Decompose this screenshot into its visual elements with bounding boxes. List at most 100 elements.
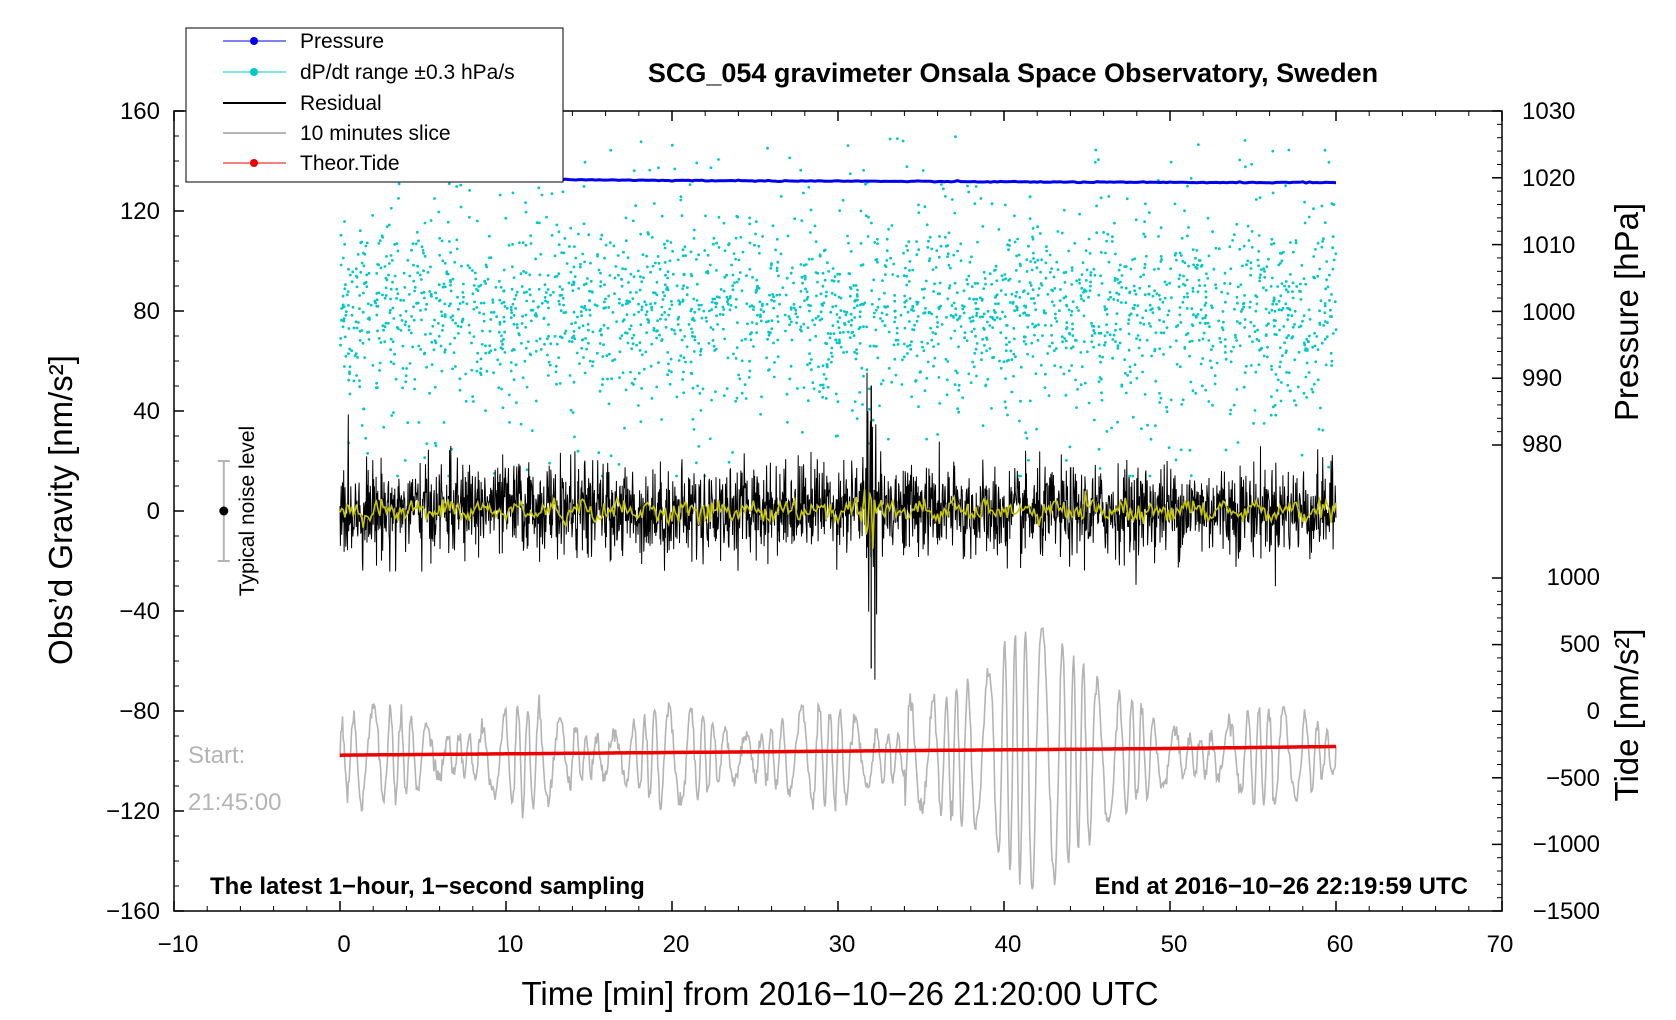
dpdt-point bbox=[562, 251, 566, 255]
dpdt-point bbox=[507, 393, 511, 397]
dpdt-point bbox=[688, 183, 692, 187]
dpdt-point bbox=[1274, 373, 1278, 376]
dpdt-point bbox=[796, 315, 799, 319]
dpdt-point bbox=[1280, 381, 1283, 384]
dpdt-point bbox=[819, 310, 823, 314]
dpdt-point bbox=[1278, 346, 1282, 350]
dpdt-point bbox=[1294, 403, 1298, 407]
dpdt-point bbox=[379, 266, 383, 270]
dpdt-point bbox=[825, 290, 828, 294]
dpdt-point bbox=[1124, 265, 1128, 268]
dpdt-point bbox=[737, 258, 741, 262]
dpdt-point bbox=[408, 293, 411, 296]
dpdt-point bbox=[737, 373, 740, 377]
dpdt-point bbox=[1093, 331, 1097, 335]
dpdt-point bbox=[607, 402, 611, 406]
dpdt-point bbox=[683, 335, 687, 338]
dpdt-point bbox=[683, 245, 687, 249]
dpdt-point bbox=[417, 239, 420, 243]
dpdt-point bbox=[1018, 296, 1022, 299]
dpdt-point bbox=[648, 168, 652, 172]
dpdt-point bbox=[672, 329, 676, 332]
dpdt-point bbox=[876, 242, 879, 246]
dpdt-point bbox=[528, 288, 531, 291]
dpdt-point bbox=[361, 341, 365, 345]
dpdt-point bbox=[734, 236, 738, 240]
dpdt-point bbox=[932, 290, 935, 293]
dpdt-point bbox=[695, 258, 698, 261]
dpdt-point bbox=[1153, 289, 1156, 293]
dpdt-point bbox=[1112, 298, 1116, 301]
dpdt-point bbox=[974, 185, 978, 188]
dpdt-point bbox=[1291, 281, 1295, 285]
dpdt-point bbox=[571, 289, 575, 292]
dpdt-point bbox=[1147, 211, 1151, 215]
dpdt-point bbox=[375, 381, 378, 385]
dpdt-point bbox=[1316, 348, 1320, 351]
dpdt-point bbox=[449, 251, 452, 254]
dpdt-point bbox=[680, 214, 684, 218]
dpdt-point bbox=[652, 202, 656, 205]
dpdt-point bbox=[430, 363, 434, 366]
dpdt-point bbox=[1106, 331, 1109, 334]
dpdt-point bbox=[1238, 247, 1242, 251]
dpdt-point bbox=[1296, 385, 1300, 389]
dpdt-point bbox=[756, 313, 759, 317]
dpdt-point bbox=[1070, 269, 1074, 272]
dpdt-point bbox=[1089, 284, 1092, 288]
dpdt-point bbox=[776, 320, 780, 323]
dpdt-point bbox=[953, 383, 957, 386]
dpdt-point bbox=[838, 340, 841, 344]
dpdt-point bbox=[405, 367, 408, 370]
dpdt-point bbox=[1307, 215, 1311, 219]
dpdt-point bbox=[962, 311, 966, 315]
dpdt-point bbox=[906, 249, 909, 252]
dpdt-point bbox=[1030, 268, 1034, 272]
dpdt-point bbox=[1186, 295, 1189, 299]
dpdt-point bbox=[1330, 293, 1333, 296]
dpdt-point bbox=[746, 322, 749, 326]
dpdt-point bbox=[448, 240, 451, 243]
dpdt-point bbox=[1054, 312, 1057, 316]
dpdt-point bbox=[365, 241, 369, 245]
dpdt-point bbox=[1073, 241, 1077, 245]
dpdt-point bbox=[1105, 239, 1108, 243]
dpdt-point bbox=[604, 297, 607, 301]
dpdt-point bbox=[667, 362, 670, 366]
dpdt-point bbox=[988, 347, 992, 350]
dpdt-point bbox=[1127, 322, 1130, 325]
dpdt-point bbox=[1230, 350, 1233, 353]
dpdt-point bbox=[1055, 320, 1059, 323]
dpdt-point bbox=[639, 420, 643, 423]
dpdt-point bbox=[413, 289, 416, 293]
dpdt-point bbox=[362, 291, 365, 295]
dpdt-point bbox=[1275, 333, 1278, 336]
dpdt-point bbox=[401, 344, 405, 348]
dpdt-point bbox=[1272, 296, 1276, 300]
dpdt-point bbox=[358, 229, 362, 233]
dpdt-point bbox=[491, 301, 495, 304]
dpdt-point bbox=[973, 351, 977, 355]
dpdt-point bbox=[887, 227, 890, 231]
dpdt-point bbox=[681, 378, 684, 381]
dpdt-point bbox=[341, 325, 345, 329]
dpdt-point bbox=[1223, 338, 1227, 341]
dpdt-point bbox=[748, 332, 752, 336]
dpdt-point bbox=[685, 293, 689, 297]
dpdt-point bbox=[781, 286, 785, 289]
dpdt-point bbox=[1185, 292, 1189, 295]
dpdt-point bbox=[416, 271, 420, 274]
dpdt-point bbox=[740, 339, 744, 342]
dpdt-point bbox=[1065, 304, 1069, 308]
dpdt-point bbox=[350, 313, 354, 317]
dpdt-point bbox=[1004, 377, 1007, 380]
dpdt-point bbox=[774, 248, 777, 252]
dpdt-point bbox=[630, 347, 634, 351]
dpdt-point bbox=[1162, 320, 1166, 323]
dpdt-point bbox=[853, 299, 857, 303]
dpdt-point bbox=[1061, 340, 1064, 344]
dpdt-point bbox=[868, 344, 872, 348]
dpdt-point bbox=[1014, 355, 1017, 359]
dpdt-point bbox=[1221, 328, 1225, 332]
dpdt-point bbox=[557, 299, 561, 303]
